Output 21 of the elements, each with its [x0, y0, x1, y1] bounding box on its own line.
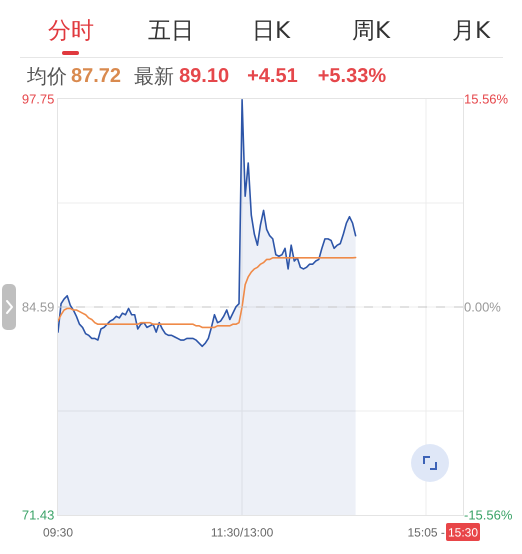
y2-tick-label: 0.00%	[464, 300, 502, 315]
text: 89.10	[179, 64, 230, 88]
text: +5.33%	[318, 64, 386, 88]
y-tick-label: 84.59	[22, 300, 54, 315]
x-tick-label: 09:30	[42, 525, 74, 540]
text: 日K	[252, 17, 290, 46]
line-series	[58, 256, 356, 328]
y-tick-label: 71.43	[22, 508, 54, 523]
x-tick-label: 15:05 -	[408, 525, 445, 540]
y2-tick-label: -15.56%	[464, 508, 513, 523]
text: 最新	[134, 62, 174, 90]
text: 五日	[148, 17, 194, 46]
text: 周K	[352, 17, 390, 46]
y2-tick-label: 15.56%	[464, 92, 509, 107]
text: +4.51	[247, 64, 298, 88]
x-tick-label: 11:30/13:00	[210, 525, 274, 540]
text: 均价	[27, 62, 67, 90]
text: 87.72	[71, 64, 122, 88]
text: 月K	[452, 17, 490, 46]
text: 分时	[48, 17, 94, 46]
y-tick-label: 97.75	[22, 92, 54, 107]
